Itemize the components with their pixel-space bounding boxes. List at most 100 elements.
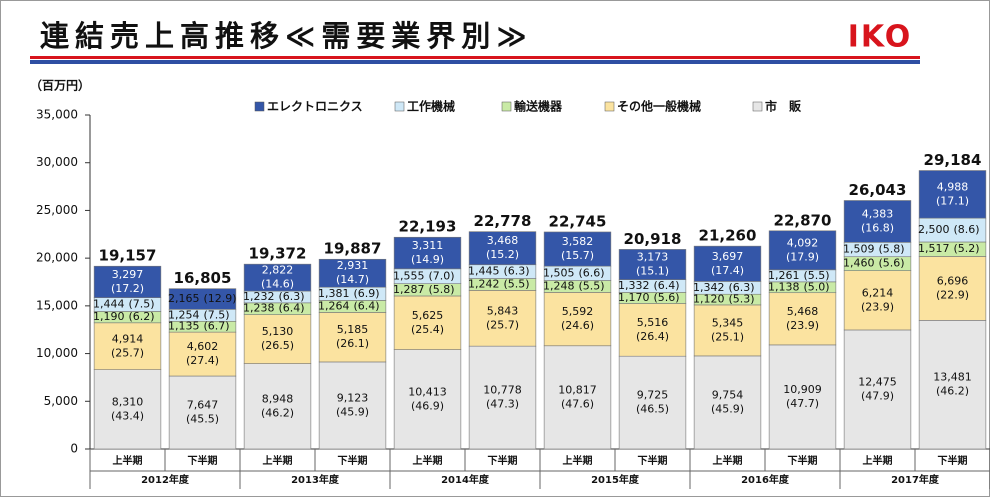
segment-value-label: 10,778	[483, 384, 522, 397]
segment-share-label: (7.0)	[429, 269, 455, 282]
y-tick-label: 25,000	[36, 203, 78, 217]
segment-share-label: (6.7)	[204, 320, 230, 333]
segment-value-label: 2,500	[918, 223, 950, 236]
segment-share-label: (6.3)	[504, 265, 530, 278]
y-tick-label: 30,000	[36, 155, 78, 169]
bar-segment	[843, 329, 912, 450]
bar-segment	[843, 270, 912, 331]
segment-value-label: 13,481	[933, 371, 972, 384]
segment-value-label: 10,817	[558, 383, 597, 396]
legend-swatch	[394, 101, 405, 112]
segment-share-label: (25.1)	[711, 330, 744, 343]
segment-share-label: (6.6)	[579, 266, 605, 279]
bar-segment	[768, 344, 837, 450]
x-tick-label: 上半期	[863, 454, 893, 467]
year-label: 2015年度	[591, 473, 640, 486]
segment-value-label: 4,602	[187, 340, 219, 353]
segment-share-label: (47.6)	[561, 397, 594, 410]
segment-value-label: 1,444	[93, 298, 125, 311]
segment-share-label: (45.9)	[711, 402, 744, 415]
segment-share-label: (15.1)	[636, 265, 669, 278]
bar-segment	[168, 288, 237, 310]
y-tick-label: 5,000	[44, 394, 78, 408]
legend-swatch	[254, 101, 265, 112]
segment-share-label: (5.3)	[729, 293, 755, 306]
total-label: 19,887	[324, 240, 382, 258]
segment-share-label: (14.6)	[261, 278, 294, 291]
bar-segment	[918, 256, 987, 321]
segment-value-label: 2,822	[262, 264, 294, 277]
bar-segment	[393, 349, 462, 450]
segment-value-label: 8,948	[262, 392, 294, 405]
segment-share-label: (26.1)	[336, 337, 369, 350]
segment-value-label: 1,248	[543, 279, 575, 292]
segment-share-label: (7.5)	[129, 298, 155, 311]
segment-share-label: (14.7)	[336, 273, 369, 286]
segment-value-label: 6,696	[937, 274, 969, 287]
x-tick-label: 上半期	[113, 454, 143, 467]
segment-value-label: 7,647	[187, 399, 219, 412]
segment-value-label: 1,170	[618, 291, 650, 304]
bar-segment	[768, 292, 837, 346]
segment-share-label: (46.2)	[261, 406, 294, 419]
segment-value-label: 5,185	[337, 323, 369, 336]
legend-label: 市 販	[765, 99, 802, 114]
bar-segment	[543, 231, 612, 267]
segment-share-label: (25.4)	[411, 323, 444, 336]
segment-share-label: (46.2)	[936, 385, 969, 398]
bar-segment	[468, 290, 537, 347]
segment-share-label: (5.5)	[579, 279, 605, 292]
segment-share-label: (27.4)	[186, 354, 219, 367]
total-label: 19,372	[249, 245, 307, 263]
bar-segment	[618, 249, 687, 280]
segment-value-label: 1,138	[768, 280, 800, 293]
bar-segment	[93, 265, 162, 298]
segment-value-label: 1,332	[618, 279, 650, 292]
x-tick-label: 上半期	[413, 454, 443, 467]
segment-value-label: 4,914	[112, 332, 144, 345]
segment-share-label: (6.4)	[279, 302, 305, 315]
segment-value-label: 1,460	[843, 257, 875, 270]
bar-segment	[243, 363, 312, 450]
segment-value-label: 1,287	[393, 283, 425, 296]
segment-share-label: (43.4)	[111, 409, 144, 422]
total-label: 20,918	[624, 230, 682, 248]
bar-segment	[168, 331, 237, 377]
y-tick-label: 15,000	[36, 298, 78, 312]
segment-share-label: (6.4)	[354, 299, 380, 312]
total-label: 22,193	[399, 218, 457, 236]
segment-value-label: 3,582	[562, 235, 594, 248]
total-label: 22,745	[549, 212, 607, 230]
segment-share-label: (17.2)	[111, 282, 144, 295]
unit-label: （百万円）	[30, 78, 90, 93]
y-tick-label: 0	[70, 442, 78, 456]
legend-swatch	[752, 101, 763, 112]
segment-value-label: 5,592	[562, 305, 594, 318]
segment-value-label: 3,697	[712, 250, 744, 263]
segment-share-label: (6.9)	[354, 287, 380, 300]
legend-label: エレクトロニクス	[267, 100, 363, 114]
segment-value-label: 3,468	[487, 234, 519, 247]
bar-segment	[918, 320, 987, 450]
segment-value-label: 1,190	[93, 310, 125, 323]
y-tick-label: 35,000	[36, 108, 78, 122]
total-label: 22,870	[774, 211, 832, 229]
bar-segment	[543, 345, 612, 450]
year-label: 2016年度	[741, 473, 790, 486]
segment-share-label: (25.7)	[111, 346, 144, 359]
segment-share-label: (45.9)	[336, 405, 369, 418]
x-tick-label: 下半期	[638, 454, 668, 467]
x-tick-label: 上半期	[263, 454, 293, 467]
total-label: 19,157	[99, 247, 157, 265]
segment-value-label: 5,843	[487, 304, 519, 317]
segment-value-label: 1,264	[318, 299, 350, 312]
segment-value-label: 9,123	[337, 391, 369, 404]
year-label: 2014年度	[441, 473, 490, 486]
segment-share-label: (47.3)	[486, 398, 519, 411]
segment-share-label: (8.6)	[954, 223, 980, 236]
x-tick-label: 上半期	[713, 454, 743, 467]
total-label: 26,043	[849, 181, 907, 199]
legend-label: 輸送機器	[514, 99, 563, 114]
segment-value-label: 5,345	[712, 316, 744, 329]
segment-share-label: (17.9)	[786, 250, 819, 263]
